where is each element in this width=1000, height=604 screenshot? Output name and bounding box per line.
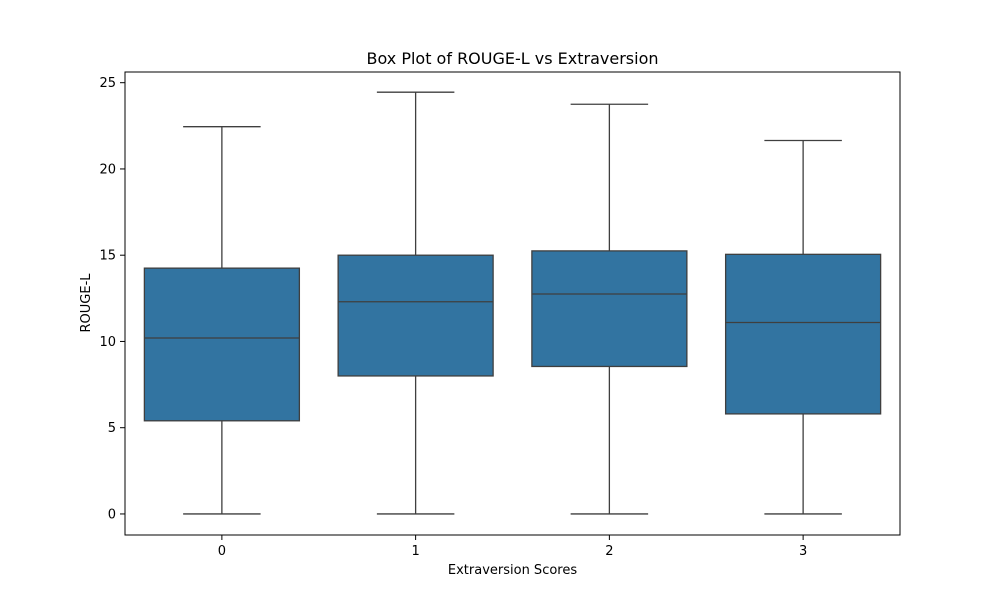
axes-layer: 0 1 2 3 0 5 10 15 20 25 <box>99 71 901 559</box>
x-tick-label: 0 <box>218 544 226 559</box>
box-group-1 <box>337 91 494 515</box>
y-axis-label: ROUGE-L <box>79 273 94 333</box>
chart-title: Box Plot of ROUGE-L vs Extraversion <box>366 49 658 68</box>
y-tick-label: 15 <box>99 249 116 264</box>
boxes-layer <box>143 91 882 515</box>
box-group-0 <box>143 126 301 515</box>
y-tick-label: 20 <box>99 162 116 177</box>
box-0 <box>143 267 301 422</box>
box-1 <box>337 254 494 377</box>
x-axis-label: Extraversion Scores <box>448 563 577 578</box>
plot-frame <box>124 71 901 536</box>
y-tick-label: 25 <box>99 76 116 91</box>
x-tick-label: 1 <box>411 544 419 559</box>
y-tick-label: 5 <box>108 421 116 436</box>
box-group-2 <box>531 103 688 515</box>
box-2 <box>531 250 688 368</box>
box-3 <box>724 253 882 415</box>
x-tick-label: 2 <box>605 544 613 559</box>
box-group-3 <box>724 139 882 515</box>
x-tick-label: 3 <box>799 544 807 559</box>
y-tick-label: 10 <box>99 335 116 350</box>
y-tick-label: 0 <box>108 507 116 522</box>
